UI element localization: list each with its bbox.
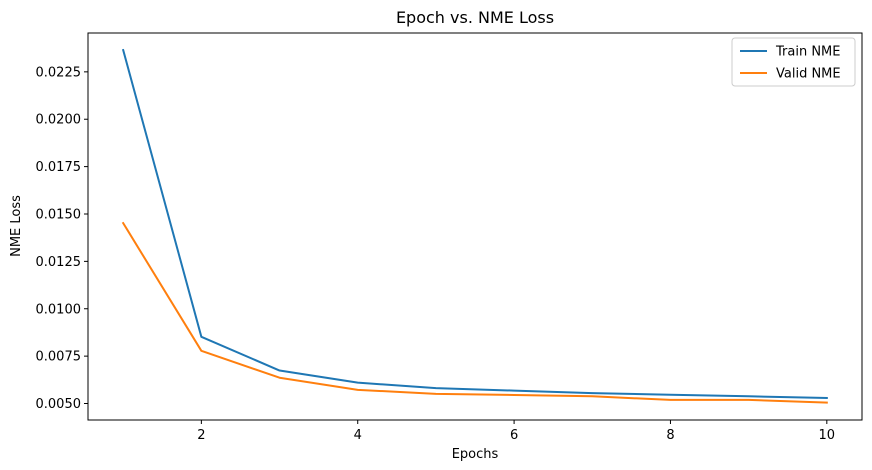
x-tick-label: 4 [354,428,362,443]
y-tick-label: 0.0225 [36,65,82,80]
y-tick-label: 0.0125 [36,255,82,270]
y-tick-label: 0.0075 [36,350,82,365]
legend-label-train: Train NME [775,45,840,60]
y-tick-label: 0.0050 [36,397,82,412]
x-tick-label: 8 [666,428,674,443]
axes: 2 4 6 8 10 0.0050 0.0075 0.0100 0.0125 0.0150 0.01… [36,32,863,443]
x-tick-label: 10 [819,428,836,443]
legend: Train NME Valid NME [731,37,856,87]
plot-area [121,48,828,404]
x-tick-label: 6 [510,428,518,443]
plot-frame [87,32,863,421]
y-tick-label: 0.0100 [36,302,82,317]
series-line-valid [121,221,828,404]
y-tick-label: 0.0200 [36,113,82,128]
y-tick-label: 0.0175 [36,160,82,175]
chart-title: Epoch vs. NME Loss [396,8,554,27]
y-tick-label: 0.0150 [36,207,82,222]
x-tick-label: 2 [197,428,205,443]
series-line-train [121,48,828,400]
y-axis-label: NME Loss [9,195,24,257]
legend-label-valid: Valid NME [776,67,841,82]
x-axis-label: Epochs [452,447,499,462]
